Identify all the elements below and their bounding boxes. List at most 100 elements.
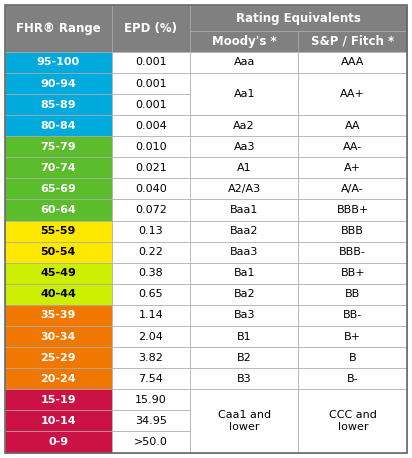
Text: 0.010: 0.010: [135, 142, 166, 152]
Text: CCC and
lower: CCC and lower: [329, 410, 377, 432]
Text: 7.54: 7.54: [138, 374, 163, 384]
Text: B2: B2: [237, 353, 252, 363]
Bar: [190, 115, 298, 136]
Text: 30-34: 30-34: [40, 332, 76, 342]
Bar: [190, 157, 298, 179]
Bar: [298, 157, 407, 179]
Bar: [5, 305, 112, 326]
Text: B-: B-: [347, 374, 358, 384]
Text: 90-94: 90-94: [40, 78, 76, 88]
Bar: [190, 242, 298, 263]
Text: A1: A1: [237, 163, 251, 173]
Text: 0.072: 0.072: [135, 205, 166, 215]
Text: Ba1: Ba1: [234, 268, 255, 278]
Bar: [112, 347, 190, 368]
Bar: [5, 136, 112, 157]
Text: Aa1: Aa1: [234, 89, 255, 99]
Text: A/A-: A/A-: [342, 184, 364, 194]
Bar: [112, 136, 190, 157]
Bar: [112, 5, 190, 52]
Text: 45-49: 45-49: [40, 268, 76, 278]
Bar: [5, 73, 112, 94]
Text: B: B: [349, 353, 356, 363]
Text: 60-64: 60-64: [40, 205, 76, 215]
Bar: [112, 115, 190, 136]
Bar: [112, 389, 190, 410]
Bar: [298, 389, 407, 453]
Text: Aa2: Aa2: [233, 120, 255, 131]
Text: 0.22: 0.22: [138, 247, 163, 257]
Bar: [112, 94, 190, 115]
Text: 10-14: 10-14: [40, 416, 76, 426]
Bar: [5, 221, 112, 242]
Bar: [5, 368, 112, 389]
Text: 2.04: 2.04: [138, 332, 163, 342]
Bar: [5, 242, 112, 263]
Bar: [190, 305, 298, 326]
Bar: [112, 242, 190, 263]
Bar: [190, 347, 298, 368]
Text: 70-74: 70-74: [40, 163, 76, 173]
Bar: [190, 136, 298, 157]
Text: B1: B1: [237, 332, 251, 342]
Text: 0.65: 0.65: [138, 289, 163, 300]
Text: 40-44: 40-44: [40, 289, 76, 300]
Text: Caa1 and
lower: Caa1 and lower: [218, 410, 271, 432]
Bar: [112, 179, 190, 200]
Text: 3.82: 3.82: [138, 353, 163, 363]
Bar: [298, 73, 407, 115]
Text: Baa1: Baa1: [230, 205, 258, 215]
Bar: [5, 5, 112, 52]
Bar: [112, 52, 190, 73]
Text: BBB: BBB: [341, 226, 364, 236]
Bar: [298, 31, 407, 52]
Bar: [298, 242, 407, 263]
Bar: [298, 368, 407, 389]
Bar: [298, 326, 407, 347]
Bar: [112, 305, 190, 326]
Bar: [298, 284, 407, 305]
Text: FHR® Range: FHR® Range: [16, 22, 101, 35]
Text: BB-: BB-: [343, 311, 363, 321]
Bar: [112, 73, 190, 94]
Text: 85-89: 85-89: [40, 99, 76, 109]
Text: EPD (%): EPD (%): [124, 22, 177, 35]
Text: Ba3: Ba3: [234, 311, 255, 321]
Text: Baa3: Baa3: [230, 247, 258, 257]
Text: 15-19: 15-19: [40, 395, 76, 405]
Bar: [190, 221, 298, 242]
Bar: [5, 347, 112, 368]
Bar: [298, 179, 407, 200]
Bar: [298, 305, 407, 326]
Bar: [5, 200, 112, 221]
Text: 95-100: 95-100: [37, 57, 80, 67]
Text: 35-39: 35-39: [40, 311, 76, 321]
Text: 15.90: 15.90: [135, 395, 166, 405]
Bar: [112, 368, 190, 389]
Text: 75-79: 75-79: [40, 142, 76, 152]
Text: Rating Equivalents: Rating Equivalents: [236, 11, 361, 25]
Bar: [5, 284, 112, 305]
Bar: [190, 284, 298, 305]
Bar: [298, 136, 407, 157]
Bar: [190, 326, 298, 347]
Text: 0.38: 0.38: [138, 268, 163, 278]
Text: 0.001: 0.001: [135, 99, 166, 109]
Text: 0.004: 0.004: [135, 120, 166, 131]
Bar: [112, 221, 190, 242]
Text: 50-54: 50-54: [40, 247, 76, 257]
Bar: [5, 263, 112, 284]
Bar: [190, 5, 407, 31]
Bar: [298, 347, 407, 368]
Text: S&P / Fitch *: S&P / Fitch *: [311, 35, 394, 48]
Text: AAA: AAA: [341, 57, 365, 67]
Bar: [5, 389, 112, 410]
Bar: [112, 157, 190, 179]
Text: BBB-: BBB-: [339, 247, 366, 257]
Text: AA: AA: [345, 120, 360, 131]
Text: A+: A+: [344, 163, 361, 173]
Bar: [112, 431, 190, 453]
Text: BB+: BB+: [340, 268, 365, 278]
Text: 80-84: 80-84: [40, 120, 76, 131]
Bar: [190, 368, 298, 389]
